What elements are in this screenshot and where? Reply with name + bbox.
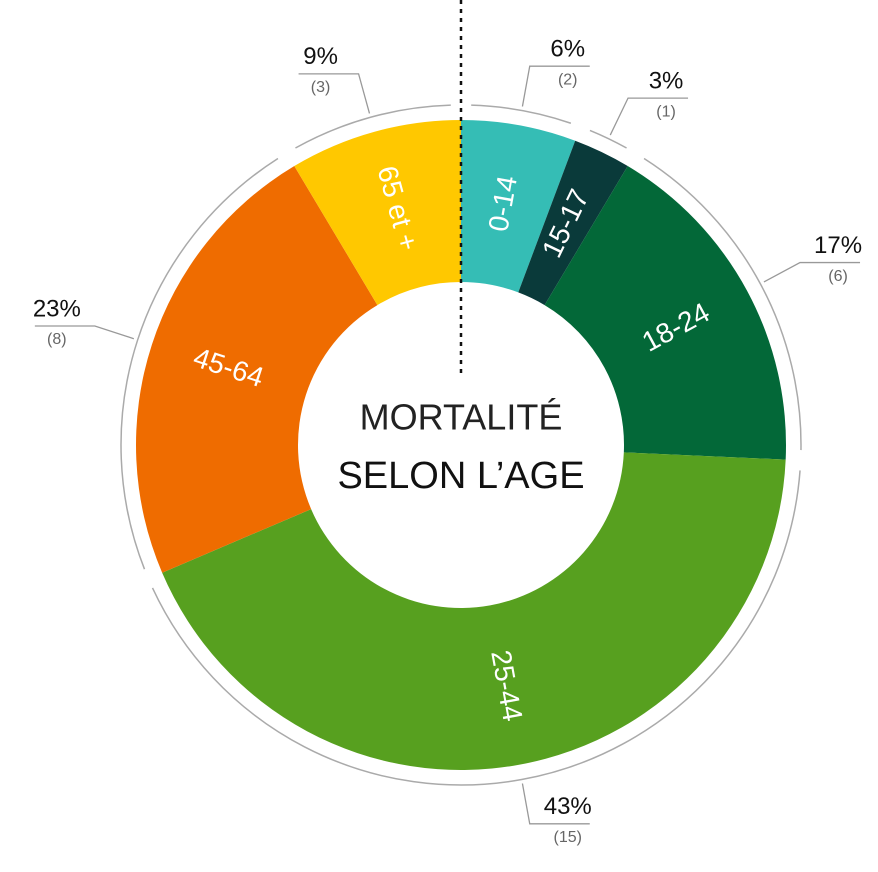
percentage-label: 23% <box>33 295 81 322</box>
slice <box>544 166 786 460</box>
count-label: (2) <box>558 71 578 88</box>
outer-arc <box>589 129 627 149</box>
leader-line <box>609 97 689 136</box>
percentage-label: 43% <box>544 793 592 820</box>
leader-line <box>298 73 371 114</box>
slice <box>294 120 461 306</box>
slice <box>162 452 786 770</box>
leader-line <box>34 325 135 340</box>
percentage-label: 9% <box>303 43 338 70</box>
chart-title: MORTALITÉ <box>360 397 563 438</box>
count-label: (6) <box>828 268 848 285</box>
outer-arc <box>295 104 451 149</box>
leader-line <box>521 783 590 825</box>
outer-arc <box>471 104 572 124</box>
slice <box>518 140 628 306</box>
outer-arc <box>643 157 802 451</box>
percentage-label: 6% <box>550 36 585 63</box>
count-label: (3) <box>311 79 331 96</box>
outer-arc <box>120 157 279 570</box>
slice <box>461 120 576 293</box>
leader-line <box>763 261 861 283</box>
chart-subtitle: SELON L’AGE <box>337 455 584 497</box>
percentage-label: 17% <box>814 232 862 259</box>
count-label: (1) <box>656 103 676 120</box>
outer-arc <box>151 470 801 786</box>
count-label: (15) <box>554 829 582 846</box>
leader-line <box>521 65 590 107</box>
percentage-label: 3% <box>649 67 684 94</box>
count-label: (8) <box>47 331 67 348</box>
slice <box>136 166 378 573</box>
